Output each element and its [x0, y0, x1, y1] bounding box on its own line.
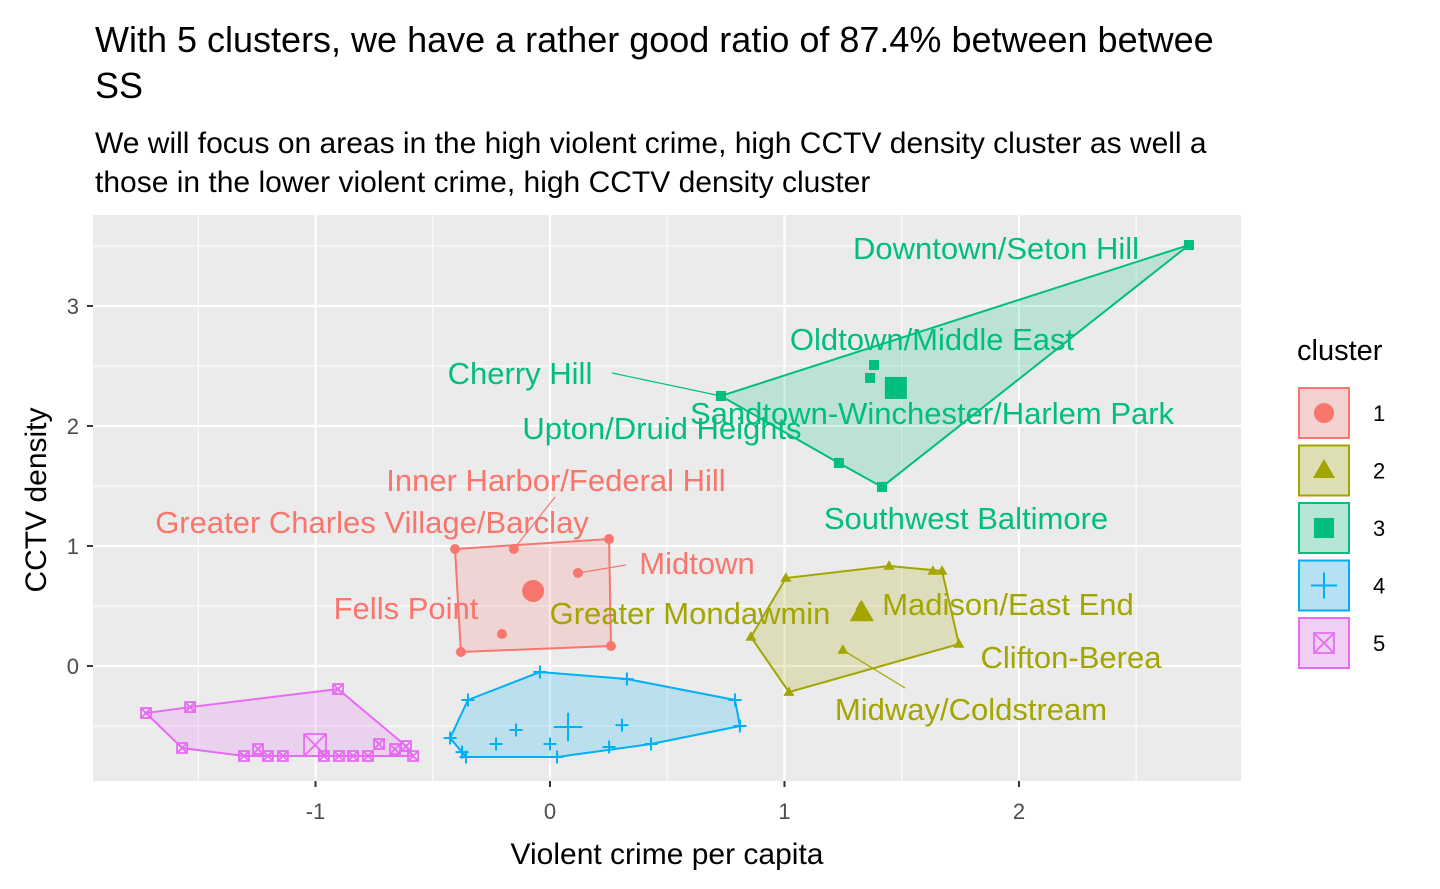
data-point [615, 718, 629, 732]
data-point [883, 560, 895, 570]
point-label: Clifton-Berea [981, 640, 1163, 675]
legend-marker [1314, 518, 1334, 538]
label-leader [577, 564, 627, 574]
data-point [407, 750, 419, 762]
data-point [184, 701, 196, 713]
point-label: Greater Mondawmin [550, 596, 831, 631]
point-label: Midway/Coldstream [835, 692, 1107, 727]
point-label: Sandtown-Winchester/Harlem Park [690, 396, 1175, 431]
data-point [373, 738, 385, 750]
data-point [400, 740, 412, 752]
data-point [277, 750, 289, 762]
y-tick-label: 2 [67, 414, 79, 439]
chart-subtitle: those in the lower violent crime, high C… [95, 166, 870, 199]
data-point [176, 742, 189, 754]
point-label: Fells Point [334, 591, 479, 626]
cluster-hull [448, 671, 742, 758]
data-point [362, 750, 374, 762]
x-tick-label: -1 [306, 799, 326, 824]
point-label: Cherry Hill [448, 356, 593, 391]
data-point [953, 638, 965, 648]
y-tick-label: 1 [67, 534, 79, 559]
chart-subtitle: We will focus on areas in the high viole… [95, 127, 1207, 160]
data-point [509, 723, 523, 737]
data-point [550, 750, 564, 764]
legend-marker [1313, 632, 1335, 654]
data-point [869, 360, 880, 371]
x-tick-label: 2 [1013, 799, 1025, 824]
chart-title: SS [95, 65, 143, 106]
cluster-center [303, 733, 327, 757]
point-label: Greater Charles Village/Barclay [155, 505, 589, 540]
point-label: Oldtown/Middle East [790, 322, 1075, 357]
legend-label: 2 [1373, 459, 1385, 484]
data-point [347, 750, 359, 762]
data-point [455, 745, 469, 759]
data-point [489, 737, 503, 751]
legend-label: 4 [1373, 574, 1385, 599]
cluster-center [522, 580, 545, 603]
data-point [602, 740, 616, 754]
y-axis-title: CCTV density [20, 407, 53, 592]
legend-marker [1313, 459, 1335, 478]
data-point [728, 693, 742, 707]
point-label: Madison/East End [882, 587, 1134, 622]
data-point [745, 631, 757, 641]
point-label: Upton/Druid Heights [522, 411, 801, 446]
data-point [605, 640, 616, 651]
data-point [936, 565, 948, 575]
cluster-center [553, 712, 583, 742]
y-tick-label: 0 [67, 654, 79, 679]
data-point [833, 457, 844, 468]
y-tick-label: 3 [67, 294, 79, 319]
cluster-center [884, 376, 907, 399]
x-tick-label: 0 [544, 799, 556, 824]
data-point [496, 628, 507, 639]
data-point [644, 737, 658, 751]
data-point [443, 731, 457, 745]
data-point [877, 481, 888, 492]
x-tick-label: 1 [778, 799, 790, 824]
data-point [461, 693, 475, 707]
point-label: Inner Harbor/Federal Hill [386, 463, 725, 498]
data-point [1183, 240, 1194, 251]
data-point [620, 672, 634, 686]
legend-marker [1314, 403, 1334, 423]
data-point [604, 534, 615, 545]
data-point [332, 683, 344, 695]
label-leader [513, 496, 556, 550]
cluster-center [849, 600, 874, 622]
legend-title: cluster [1297, 335, 1383, 367]
label-leader [842, 649, 906, 689]
data-point [733, 719, 747, 733]
data-point [865, 372, 876, 383]
data-point [389, 743, 401, 755]
legend-marker [1311, 572, 1337, 599]
point-label: Midtown [639, 546, 754, 581]
legend-label: 1 [1373, 401, 1385, 426]
x-axis-title: Violent crime per capita [511, 838, 824, 871]
data-point [333, 750, 345, 762]
label-leader [611, 372, 722, 397]
data-point [780, 572, 792, 582]
data-point [543, 737, 557, 751]
data-point [450, 544, 461, 555]
legend-label: 3 [1373, 516, 1385, 541]
chart-title: With 5 clusters, we have a rather good r… [95, 19, 1214, 60]
point-label: Downtown/Seton Hill [853, 231, 1139, 266]
data-point [455, 646, 466, 657]
legend-label: 5 [1373, 631, 1385, 656]
data-point [238, 750, 250, 762]
data-point [927, 565, 939, 575]
point-label: Southwest Baltimore [824, 501, 1108, 536]
data-point [262, 750, 274, 762]
data-point [533, 665, 547, 679]
data-point [783, 686, 795, 696]
data-point [140, 707, 152, 719]
